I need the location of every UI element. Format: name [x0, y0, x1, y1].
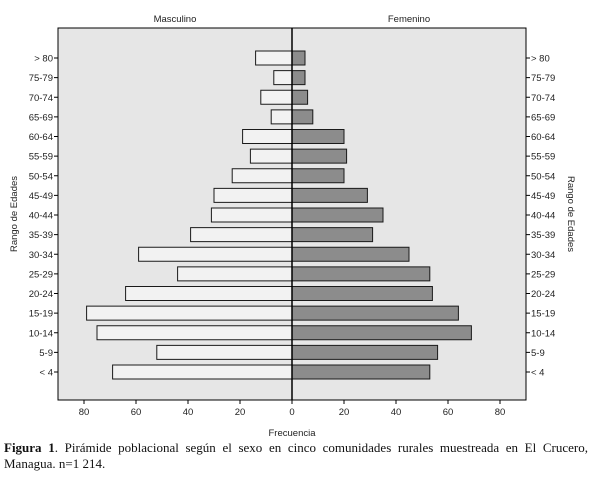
- bar-femenino: [291, 266, 431, 282]
- y-axis-label-right: Rango de Edades: [565, 176, 576, 252]
- femenino-title: Femenino: [388, 14, 430, 25]
- bar-masculino: [260, 89, 293, 105]
- x-tick-label: 40: [183, 407, 194, 418]
- y-tick-label-left: 20-24: [29, 289, 53, 300]
- bar-femenino: [291, 305, 459, 321]
- y-tick-label-left: 65-69: [29, 112, 53, 123]
- x-axis: 80 60 40 20 0 20 40 60 80: [79, 400, 506, 418]
- y-tick-label-left: 30-34: [29, 250, 53, 261]
- y-tick-label-left: 40-44: [29, 211, 53, 222]
- bar-femenino: [291, 109, 314, 125]
- x-tick-label: 60: [131, 407, 142, 418]
- bar-femenino: [291, 207, 384, 223]
- y-axis-label-left: Rango de Edades: [9, 176, 20, 252]
- x-tick-label: 20: [339, 407, 350, 418]
- y-tick-label-right: 75-79: [531, 73, 555, 84]
- bar-femenino: [291, 148, 348, 164]
- bar-masculino: [177, 266, 293, 282]
- x-tick-label: 20: [235, 407, 246, 418]
- bar-femenino: [291, 246, 410, 262]
- x-tick-label: 80: [495, 407, 506, 418]
- bar-femenino: [291, 187, 368, 203]
- x-tick-label: 80: [79, 407, 90, 418]
- caption-label: Figura 1: [4, 440, 55, 455]
- bar-masculino: [138, 246, 293, 262]
- bar-masculino: [270, 109, 293, 125]
- y-tick-label-right: 10-14: [531, 328, 555, 339]
- y-tick-label-left: 10-14: [29, 328, 53, 339]
- y-tick-label-left: 15-19: [29, 309, 53, 320]
- x-tick-label: 40: [391, 407, 402, 418]
- y-tick-label-right: 65-69: [531, 112, 555, 123]
- masculino-title: Masculino: [154, 14, 197, 25]
- bar-masculino: [255, 50, 293, 66]
- y-tick-label-right: 35-39: [531, 230, 555, 241]
- y-tick-label-left: 75-79: [29, 73, 53, 84]
- bar-masculino: [273, 70, 293, 86]
- y-tick-label-right: 55-59: [531, 152, 555, 163]
- bar-femenino: [291, 89, 309, 105]
- y-tick-label-right: 60-64: [531, 132, 555, 143]
- y-tick-label-right: 45-49: [531, 191, 555, 202]
- y-tick-label-right: 25-29: [531, 269, 555, 280]
- bar-masculino: [112, 364, 293, 380]
- y-tick-label-right: > 80: [531, 54, 550, 65]
- right-category-axis: > 80 75-79 70-74 65-69 60-64 55-59 50-54 45-49 4…: [526, 54, 555, 379]
- caption-text: . Pirámide poblacional según el sexo en …: [4, 440, 588, 471]
- y-tick-label-right: 20-24: [531, 289, 555, 300]
- y-tick-label-right: 30-34: [531, 250, 555, 261]
- y-tick-label-right: 5-9: [531, 348, 545, 359]
- y-tick-label-left: 60-64: [29, 132, 53, 143]
- y-tick-label-right: 15-19: [531, 309, 555, 320]
- y-tick-label-left: 25-29: [29, 269, 53, 280]
- bar-masculino: [156, 344, 293, 360]
- bar-femenino: [291, 286, 433, 301]
- x-axis-label: Frecuencia: [269, 428, 317, 439]
- bar-masculino: [125, 286, 293, 301]
- population-pyramid-chart: > 80 75-79 70-74 65-69 60-64 55-59 50-54 45-49 4…: [9, 14, 576, 439]
- x-tick-label: 60: [443, 407, 454, 418]
- bar-femenino: [291, 70, 306, 86]
- masculino-bars: [86, 50, 293, 380]
- bar-femenino: [291, 168, 345, 184]
- bar-masculino: [190, 227, 293, 243]
- figure-caption: Figura 1. Pirámide poblacional según el …: [4, 440, 588, 472]
- y-tick-label-left: 35-39: [29, 230, 53, 241]
- bar-femenino: [291, 227, 374, 243]
- bar-femenino: [291, 344, 439, 360]
- bar-femenino: [291, 129, 345, 144]
- y-tick-label-left: 45-49: [29, 191, 53, 202]
- y-tick-label-right: 40-44: [531, 211, 555, 222]
- x-tick-label: 0: [289, 407, 294, 418]
- bar-masculino: [213, 187, 293, 203]
- bar-femenino: [291, 325, 472, 341]
- y-tick-label-left: 5-9: [39, 348, 53, 359]
- bar-masculino: [86, 305, 293, 321]
- bar-femenino: [291, 364, 431, 380]
- bar-masculino: [96, 325, 293, 341]
- y-tick-label-right: 50-54: [531, 171, 555, 182]
- y-tick-label-left: > 80: [34, 54, 53, 65]
- y-tick-label-left: 55-59: [29, 152, 53, 163]
- bar-masculino: [242, 129, 293, 144]
- y-tick-label-left: 50-54: [29, 171, 53, 182]
- bar-masculino: [231, 168, 293, 184]
- y-tick-label-left: 70-74: [29, 93, 53, 104]
- y-tick-label-right: 70-74: [531, 93, 555, 104]
- bar-masculino: [210, 207, 293, 223]
- y-tick-label-right: < 4: [531, 368, 544, 379]
- y-tick-label-left: < 4: [40, 368, 53, 379]
- bar-masculino: [249, 148, 293, 164]
- bar-femenino: [291, 50, 306, 66]
- left-category-axis: > 80 75-79 70-74 65-69 60-64 55-59 50-54 45-49 4…: [29, 54, 58, 379]
- femenino-bars: [291, 50, 472, 380]
